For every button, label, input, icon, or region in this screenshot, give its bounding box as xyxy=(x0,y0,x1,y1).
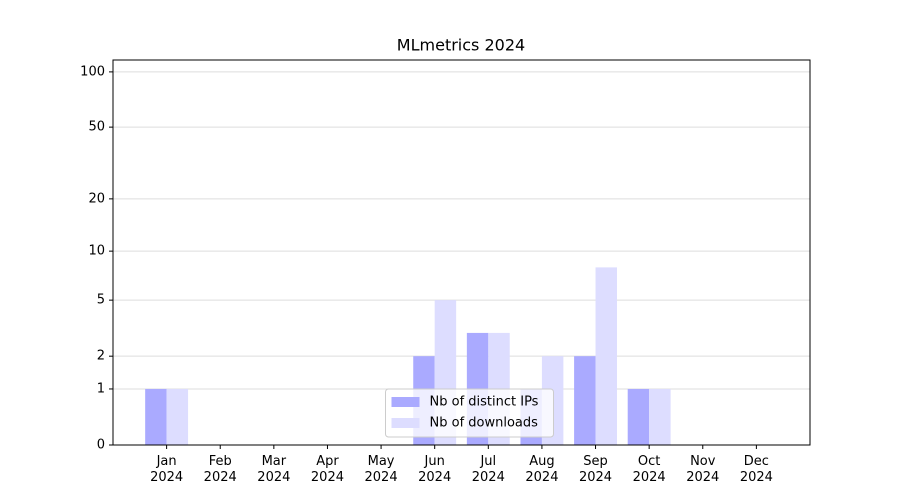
x-tick-label: Apr 2024 xyxy=(311,454,344,485)
y-tick-label: 10 xyxy=(88,244,105,259)
x-tick-label: Aug 2024 xyxy=(525,454,558,485)
x-tick-label: Nov 2024 xyxy=(686,454,719,485)
y-tick-label: 5 xyxy=(97,293,105,308)
y-tick-label: 0 xyxy=(97,438,105,453)
x-tick-label: Mar 2024 xyxy=(257,454,290,485)
legend-label: Nb of distinct IPs xyxy=(430,395,539,410)
x-tick-label: Dec 2024 xyxy=(740,454,773,485)
x-tick-label: May 2024 xyxy=(365,454,398,485)
x-tick-label: Sep 2024 xyxy=(579,454,612,485)
x-tick-label: Jun 2024 xyxy=(418,454,451,485)
bar xyxy=(627,388,650,445)
x-tick-label: Jan 2024 xyxy=(150,454,183,485)
y-tick-label: 1 xyxy=(97,381,105,396)
bar xyxy=(595,267,617,445)
bar xyxy=(166,388,189,445)
bar xyxy=(145,388,167,445)
plot-frame xyxy=(112,59,811,446)
y-tick-label: 100 xyxy=(80,64,105,79)
x-tick-label: Oct 2024 xyxy=(633,454,666,485)
legend-box xyxy=(385,388,554,438)
chart-title: MLmetrics 2024 xyxy=(397,36,525,55)
bar xyxy=(574,356,596,445)
y-tick-label: 50 xyxy=(88,120,105,135)
y-tick-label: 20 xyxy=(88,191,105,206)
x-tick-label: Jul 2024 xyxy=(472,454,505,485)
legend-swatch xyxy=(391,397,420,407)
legend-swatch xyxy=(391,418,420,428)
legend-label: Nb of downloads xyxy=(430,416,539,431)
x-tick-label: Feb 2024 xyxy=(204,454,237,485)
y-tick-label: 2 xyxy=(97,349,105,364)
bar xyxy=(649,388,671,445)
